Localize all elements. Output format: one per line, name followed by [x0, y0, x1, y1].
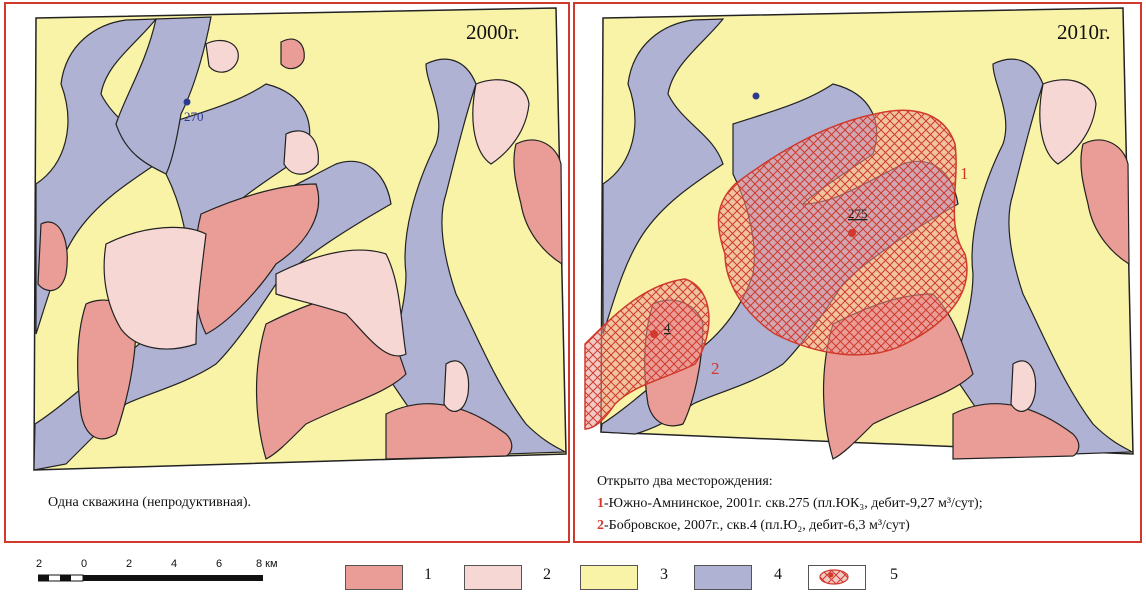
zone-dark-pink-6	[1080, 139, 1130, 266]
zone-dark-pink-4	[385, 403, 513, 460]
caption-line-1-text: -Южно-Амнинское, 2001г. скв.275 (пл.ЮК₃,…	[604, 496, 983, 511]
zone-purple-left	[35, 18, 158, 335]
deposit-1-number: 1	[960, 164, 969, 183]
zone-light-pink-4	[205, 39, 239, 73]
zone-dark-pink-4	[952, 403, 1080, 460]
legend-label-2: 2	[543, 566, 551, 583]
zone-light-pink-1	[103, 226, 207, 350]
deposit-2-hatch	[584, 278, 710, 430]
legend-swatch-4	[694, 565, 752, 590]
zone-light-pink-3	[472, 79, 530, 165]
legend-label-1: 1	[424, 566, 432, 583]
deposit-1-hatch	[717, 109, 968, 356]
scale-label-4: 6	[216, 558, 223, 570]
well-marker-275[interactable]	[848, 229, 856, 237]
scale-bar-graphic	[38, 574, 263, 582]
legend-label-4: 4	[774, 566, 782, 583]
caption-line-1: 1-Южно-Амнинское, 2001г. скв.275 (пл.ЮК₃…	[597, 493, 983, 515]
caption-line-2-text: -Бобровское, 2007г., скв.4 (пл.Ю₂, дебит…	[604, 518, 910, 533]
scale-label-1: 0	[81, 558, 88, 570]
year-label-2000: 2000г.	[466, 20, 520, 44]
zone-purple-right	[952, 58, 1134, 457]
legend-swatch-5	[808, 565, 866, 590]
caption-2000: Одна скважина (непродуктивная).	[48, 495, 252, 510]
zone-dark-pink-6	[513, 139, 563, 266]
caption-line-2: 2-Бобровское, 2007г., скв.4 (пл.Ю₂, деби…	[597, 515, 983, 537]
scale-label-5: 8 км	[256, 558, 278, 570]
zone-purple-right	[385, 58, 567, 457]
legend-swatch-3	[580, 565, 638, 590]
well-marker-4[interactable]	[650, 330, 658, 338]
zone-dark-pink-7	[37, 221, 68, 292]
map-panel-2000: 270 2000г. Одна скважина (непродуктивная…	[4, 2, 570, 543]
map-panel-2010: 275 4 1 2 2010г. Открыто два месторожден…	[573, 2, 1142, 543]
scale-label-0: 2	[36, 558, 43, 570]
legend-deposit-icon	[819, 569, 849, 585]
zone-light-pink-3	[1039, 79, 1097, 165]
map-2010: 275 4 1 2	[584, 7, 1134, 460]
zone-purple-top	[115, 16, 212, 175]
well-marker-270[interactable]	[183, 98, 191, 106]
caption-line-2-number: 2	[597, 518, 604, 533]
zone-light-pink-2	[275, 249, 407, 357]
scale-label-2: 2	[126, 558, 133, 570]
map-2000: 270	[33, 7, 567, 471]
caption-2010: Открыто два месторождения: 1-Южно-Амнинс…	[597, 471, 983, 537]
well-label-275: 275	[848, 206, 868, 221]
well-label-4: 4	[664, 320, 671, 335]
well-marker-old[interactable]	[752, 92, 760, 100]
zone-dark-pink-5	[280, 38, 305, 70]
well-label-270: 270	[184, 109, 204, 124]
deposit-2-number: 2	[711, 359, 720, 378]
legend-swatch-2	[464, 565, 522, 590]
caption-title: Открыто два месторождения:	[597, 474, 773, 489]
zone-purple-left	[602, 18, 725, 335]
caption-line-1-number: 1	[597, 496, 604, 511]
zone-light-pink-6	[443, 360, 470, 412]
year-label-2010: 2010г.	[1057, 20, 1111, 44]
scale-label-3: 4	[171, 558, 178, 570]
zone-light-pink-6	[1010, 360, 1037, 412]
legend-label-5: 5	[890, 566, 898, 583]
zone-light-pink-5	[283, 130, 319, 175]
legend-swatch-1	[345, 565, 403, 590]
legend-label-3: 3	[660, 566, 668, 583]
